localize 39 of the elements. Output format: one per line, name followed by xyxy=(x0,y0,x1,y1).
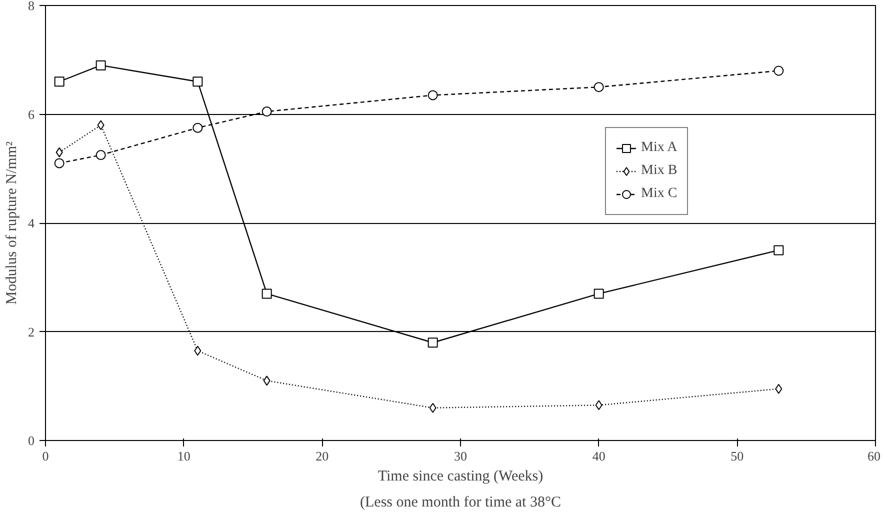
point xyxy=(54,76,64,87)
x-tick-label: 40 xyxy=(592,448,606,464)
point xyxy=(595,400,602,410)
y-tick-label: 8 xyxy=(28,0,34,13)
point xyxy=(774,66,784,76)
point xyxy=(54,158,64,168)
x-tick-label: 0 xyxy=(42,448,49,464)
point xyxy=(594,288,604,299)
y-tick-label: 2 xyxy=(28,324,34,340)
point xyxy=(96,60,106,70)
point xyxy=(262,106,272,117)
y-tick-label: 4 xyxy=(28,216,35,230)
x-tick-label: 30 xyxy=(454,448,467,464)
point xyxy=(429,402,436,413)
text: (Less one month for time at 38°C xyxy=(360,494,561,510)
x-tick-label: 10 xyxy=(177,448,190,464)
point xyxy=(192,76,203,87)
x-tick-label: 50 xyxy=(730,448,744,464)
x-tick-label: 20 xyxy=(316,448,329,464)
legend-label: Mix C xyxy=(641,186,678,202)
y-tick-label: 6 xyxy=(28,106,35,122)
point xyxy=(97,120,104,130)
point xyxy=(192,122,203,133)
point xyxy=(262,288,272,299)
legend-label: Mix A xyxy=(641,140,678,156)
y-axis-title: Modulus of rupture N/mm² xyxy=(4,140,20,305)
point xyxy=(775,384,782,394)
point xyxy=(96,150,106,160)
x-tick-label: 60 xyxy=(868,448,880,464)
point xyxy=(56,147,63,158)
x-axis-title: Time since casting (Weeks) xyxy=(378,468,544,484)
point xyxy=(428,338,438,348)
point xyxy=(194,346,202,356)
point xyxy=(428,90,438,100)
point xyxy=(774,245,784,256)
legend-label: Mix B xyxy=(641,163,678,179)
y-tick-label: 0 xyxy=(28,433,34,448)
point xyxy=(263,376,270,386)
point xyxy=(594,82,604,92)
